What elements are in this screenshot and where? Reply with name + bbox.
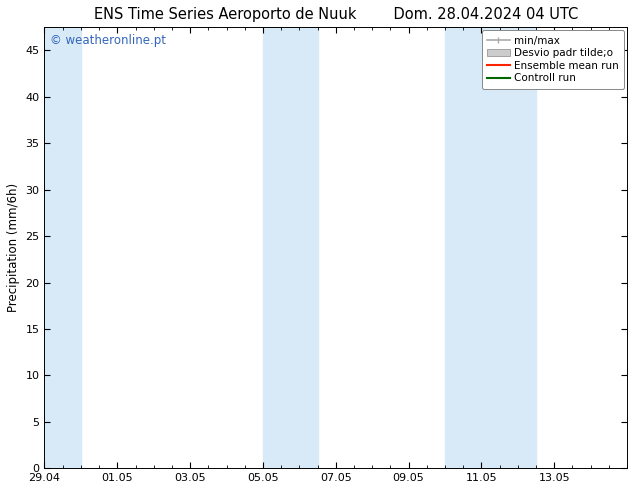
Legend: min/max, Desvio padr tilde;o, Ensemble mean run, Controll run: min/max, Desvio padr tilde;o, Ensemble m… xyxy=(482,30,624,89)
Y-axis label: Precipitation (mm/6h): Precipitation (mm/6h) xyxy=(7,183,20,312)
Bar xyxy=(44,27,81,468)
Text: © weatheronline.pt: © weatheronline.pt xyxy=(50,34,166,47)
Title: ENS Time Series Aeroporto de Nuuk        Dom. 28.04.2024 04 UTC: ENS Time Series Aeroporto de Nuuk Dom. 2… xyxy=(94,7,578,22)
Bar xyxy=(263,27,318,468)
Bar xyxy=(445,27,536,468)
